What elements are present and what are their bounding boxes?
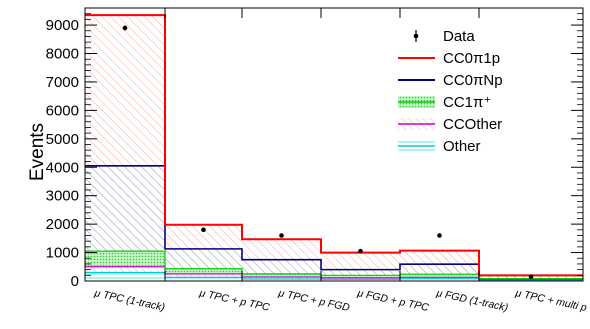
legend-item-CCOther-label: CCOther (443, 116, 502, 133)
data-point (437, 233, 442, 238)
bar-CCOther-1 (165, 273, 242, 278)
x-category-label: μ TPC + p TPC (197, 287, 271, 314)
bar-CC1-4 (400, 274, 479, 278)
bar-Other-1 (165, 277, 242, 281)
bar-CC01p-2 (242, 239, 321, 260)
legend-item-CC1-label: CC1π⁺ (443, 94, 491, 111)
x-category-label: μ TPC (1-track) (92, 287, 166, 314)
bar-CC01p-0 (85, 15, 165, 166)
y-tick-label: 4000 (46, 159, 79, 176)
bar-Other-3 (321, 279, 400, 281)
bar-CCOther-2 (242, 277, 321, 280)
legend: Data CC0π1p CC0πNp CC1π⁺ CCOther Other (398, 28, 503, 155)
x-category-label: μ TPC + multi p (513, 287, 588, 314)
data-point (122, 25, 128, 31)
bar-Other-2 (242, 279, 321, 281)
y-tick-label: 1000 (46, 245, 79, 262)
bar-CC0Np-2 (242, 259, 321, 274)
y-tick-label: 2000 (46, 216, 79, 233)
series-outline-CC01p (85, 14, 583, 277)
x-category-label: μ FGD + p TPC (355, 287, 430, 314)
bar-CC0Np-1 (165, 248, 242, 269)
bar-Other-0 (85, 272, 165, 281)
bar-CC1-3 (321, 275, 400, 278)
y-tick-label: 9000 (46, 17, 79, 34)
bar-CC1-1 (165, 268, 242, 274)
bar-CCOther-4 (400, 277, 479, 279)
data-point (201, 227, 206, 233)
bar-CC0Np-0 (85, 165, 165, 252)
bar-CC01p-4 (400, 250, 479, 265)
y-tick-label: 5000 (46, 131, 79, 148)
bar-CCOther-3 (321, 277, 400, 280)
data-points (122, 25, 534, 280)
bar-CC0Np-3 (321, 269, 400, 276)
legend-item-CC0Np-label: CC0πNp (443, 72, 503, 89)
plot-area (85, 14, 583, 281)
x-category-label: μ TPC + p FGD (276, 287, 351, 314)
legend-item-Data-marker (413, 33, 419, 39)
y-tick-label: 3000 (46, 188, 79, 205)
legend-item-Other-label: Other (443, 138, 481, 155)
legend-item-CC01p-label: CC0π1p (443, 50, 500, 67)
bar-CC01p-3 (321, 252, 400, 270)
y-tick-label: 8000 (46, 46, 79, 63)
legend-item-Data-label: Data (443, 28, 475, 45)
y-tick-label: 7000 (46, 74, 79, 91)
x-category-label: μ FGD (1-track) (434, 287, 509, 314)
y-axis-title: Events (27, 123, 48, 181)
data-point (279, 233, 284, 238)
y-tick-label: 6000 (46, 102, 79, 119)
bar-CCOther-0 (85, 266, 165, 273)
y-axis: 0 1000 2000 3000 4000 5000 6000 7000 8000 9000 (46, 7, 583, 290)
y-tick-label: 0 (71, 273, 79, 290)
data-point (358, 248, 363, 254)
bar-CC1-0 (85, 251, 165, 267)
data-point (528, 274, 534, 280)
bar-CC1-2 (242, 273, 321, 278)
bar-CC0Np-4 (400, 264, 479, 275)
bar-Other-4 (400, 278, 479, 281)
